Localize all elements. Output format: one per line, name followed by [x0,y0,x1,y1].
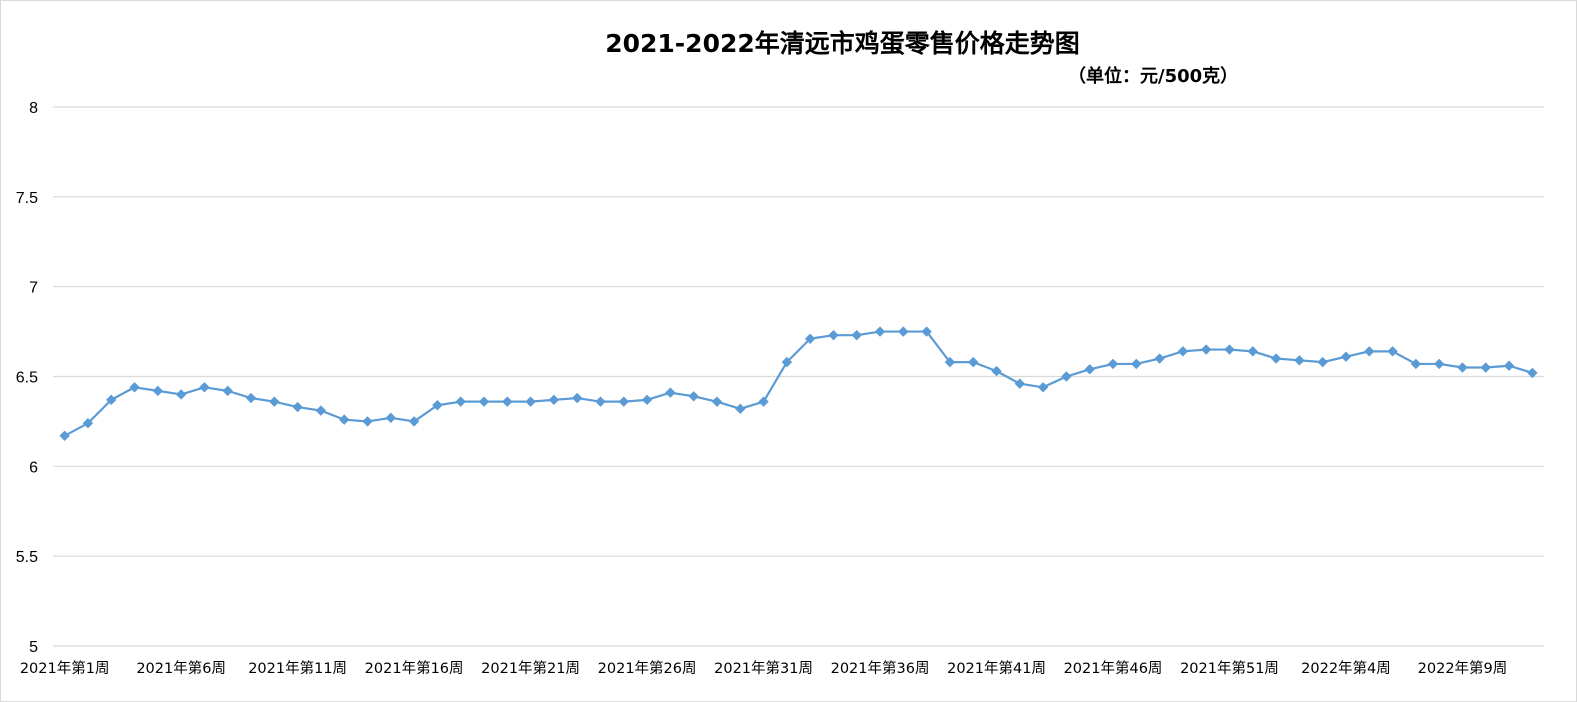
x-tick-label: 2021年第31周 [714,659,813,677]
y-tick-label: 7 [29,280,38,297]
series-line-layer [64,330,1533,437]
data-point [898,326,909,337]
data-point [478,396,490,407]
data-point [874,326,886,337]
data-point [1433,358,1445,370]
data-point [1154,353,1165,364]
chart-title: 2021-2022年清远市鸡蛋零售价格走势图 [605,29,1080,58]
data-point [1061,371,1072,382]
data-point [408,416,420,427]
data-point [339,414,350,425]
data-point [1224,344,1235,355]
x-tick-label: 2021年第41周 [947,659,1046,677]
x-tick-label: 2022年第4周 [1301,659,1391,677]
data-point [1410,358,1422,370]
data-point [688,391,699,402]
data-point [315,405,327,416]
data-point [106,394,117,406]
x-tick-label: 2021年第51周 [1180,659,1279,677]
data-point [1457,362,1468,373]
data-point [82,418,94,429]
data-point [245,392,257,404]
data-point [385,412,397,424]
data-point [1317,356,1328,368]
data-point [1527,367,1538,379]
data-point [618,396,629,407]
data-point [269,396,280,407]
y-tick-label: 5.5 [16,549,38,566]
data-point [735,403,746,415]
data-point [292,401,303,413]
data-point [1131,358,1142,370]
data-point [1387,346,1398,357]
y-tick-label: 5 [29,639,38,656]
data-point [1364,346,1375,357]
x-tick-label: 2021年第46周 [1064,659,1163,677]
series-line [64,330,1533,437]
x-tick-label: 2021年第21周 [481,659,580,677]
data-point [1340,351,1352,362]
data-point [828,329,839,341]
data-point [502,396,513,407]
y-tick-label: 8 [29,100,38,117]
data-point [362,416,373,427]
data-point [548,394,560,406]
data-point [525,396,536,407]
data-point [1294,355,1305,366]
data-point [152,385,164,397]
y-tick-label: 6.5 [16,370,38,387]
data-point [944,356,956,368]
x-axis-tick-labels: 2021年第1周 2021年第6周 2021年第11周 2021年第16周 2021年第… [20,659,1507,677]
x-tick-label: 2021年第16周 [365,659,464,677]
data-point [571,392,583,404]
data-point [1014,378,1026,389]
x-tick-label: 2021年第6周 [136,659,226,677]
data-point [641,394,653,406]
x-tick-label: 2021年第36周 [831,659,930,677]
data-point [921,326,932,337]
data-point [851,329,862,341]
data-point [711,396,723,407]
data-point [222,385,233,397]
data-point [991,365,1002,377]
x-tick-label: 2022年第9周 [1418,659,1508,677]
data-point [432,400,443,411]
chart-unit-label: （单位：元/500克） [1068,66,1239,87]
y-tick-label: 7.5 [16,190,38,207]
x-tick-label: 2021年第11周 [248,659,347,677]
data-point [968,356,979,368]
data-point [758,396,769,407]
data-point [1037,382,1049,393]
data-point [1177,346,1189,357]
data-point [129,382,140,393]
data-point [1200,344,1212,355]
data-point [1107,358,1119,370]
gridlines [53,106,1544,647]
data-point [595,396,606,407]
data-point [59,430,70,441]
data-point [1503,360,1515,371]
data-point [781,356,793,368]
x-tick-label: 2021年第1周 [20,659,110,677]
series-points-layer [59,326,1538,441]
y-tick-label: 6 [29,459,38,476]
x-tick-label: 2021年第26周 [598,659,697,677]
data-point [1247,346,1258,357]
y-axis-tick-labels: 5 5.5 6 6.5 7 7.5 8 [16,100,38,656]
data-point [1270,353,1282,364]
data-point [1480,362,1491,373]
data-point [455,396,466,407]
data-point [199,382,210,393]
data-point [175,389,187,400]
data-point [804,333,816,344]
data-point [1084,364,1095,375]
data-point [665,387,676,398]
